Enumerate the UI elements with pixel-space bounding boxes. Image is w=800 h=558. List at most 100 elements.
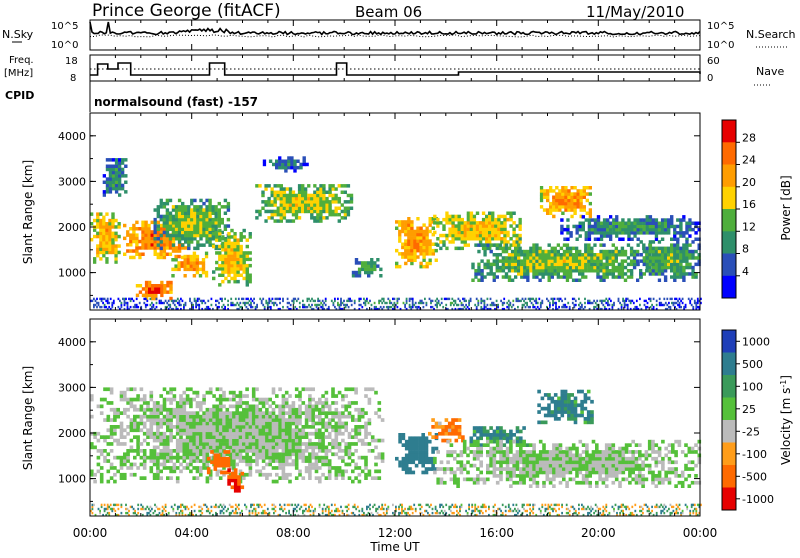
power-cell — [283, 194, 286, 198]
velocity-cell — [311, 452, 315, 456]
power-cell — [286, 203, 289, 207]
power-cell — [154, 294, 157, 298]
power-cell — [102, 225, 105, 229]
power-cell — [477, 300, 479, 302]
power-cell — [525, 302, 527, 304]
power-cell — [395, 249, 398, 253]
velocity-cell — [285, 425, 289, 429]
power-cell — [630, 225, 633, 229]
power-cell — [267, 203, 270, 207]
velocity-cell — [358, 480, 362, 484]
power-cell — [178, 218, 181, 222]
velocity-cell — [156, 428, 160, 432]
power-cell — [221, 261, 224, 265]
velocity-cell — [328, 470, 332, 474]
power-cell — [343, 304, 345, 306]
power-cell — [227, 242, 230, 246]
power-cell — [471, 279, 474, 283]
velocity-cell — [245, 411, 249, 415]
power-cell — [102, 235, 105, 239]
velocity-cell — [163, 401, 167, 405]
power-cell — [157, 256, 160, 260]
power-cell — [612, 272, 615, 276]
power-cell — [205, 205, 208, 209]
power-cell — [563, 250, 566, 254]
velocity-cell — [196, 428, 200, 432]
power-cell — [398, 252, 401, 256]
power-cell — [178, 228, 181, 232]
power-cell — [227, 235, 230, 239]
velocity-cell — [278, 446, 282, 450]
power-cell — [691, 228, 694, 232]
velocity-cell — [93, 446, 97, 450]
power-cell — [110, 298, 112, 300]
velocity-cell — [282, 435, 286, 439]
power-cell — [280, 194, 283, 198]
velocity-cell — [308, 432, 312, 436]
velocity-cell — [285, 398, 289, 402]
power-cell — [649, 247, 652, 251]
power-cell — [160, 202, 163, 206]
power-cell — [267, 197, 270, 201]
power-cell — [313, 219, 316, 223]
power-cell — [577, 202, 580, 206]
power-cell — [215, 221, 218, 225]
power-cell — [409, 298, 411, 300]
power-cell — [106, 184, 109, 188]
power-cell — [205, 218, 208, 222]
power-cell — [673, 228, 676, 232]
velocity-cell — [186, 422, 190, 426]
velocity-cell — [159, 408, 163, 412]
power-cell — [477, 302, 479, 304]
power-cell — [467, 215, 470, 219]
power-cell — [193, 258, 196, 262]
velocity-cell — [202, 411, 206, 415]
power-cell — [196, 247, 199, 251]
nsearch-trace — [90, 35, 700, 37]
power-cell — [223, 304, 225, 306]
velocity-cell — [265, 408, 269, 412]
power-cell — [485, 215, 488, 219]
velocity-cell — [338, 411, 342, 415]
velocity-cell — [212, 418, 216, 422]
velocity-cell — [212, 425, 216, 429]
velocity-cell — [245, 442, 249, 446]
power-cell — [144, 227, 147, 231]
velocity-cell — [265, 435, 269, 439]
power-cell — [174, 304, 176, 306]
power-cell — [643, 263, 646, 267]
power-cell — [258, 213, 261, 217]
velocity-cell — [159, 463, 163, 467]
velocity-cell — [315, 432, 319, 436]
power-cell — [328, 210, 331, 214]
power-cell — [476, 298, 478, 300]
power-cell — [558, 202, 561, 206]
velocity-cell — [259, 470, 263, 474]
velocity-cell — [245, 387, 249, 391]
power-cell — [586, 186, 589, 190]
power-cell — [112, 184, 115, 188]
velocity-cell — [335, 476, 339, 480]
power-cell — [673, 263, 676, 267]
power-cell — [505, 250, 508, 254]
velocity-cell — [364, 422, 368, 426]
power-cell — [166, 253, 169, 257]
velocity-cell — [103, 435, 107, 439]
power-cell — [118, 161, 121, 165]
velocity-cell — [229, 398, 233, 402]
power-cell — [218, 302, 220, 304]
velocity-cell — [298, 408, 302, 412]
velocity-cell — [255, 456, 259, 460]
power-cell — [584, 269, 587, 273]
power-cell — [123, 237, 126, 241]
power-cell — [187, 255, 190, 258]
power-cell — [129, 227, 132, 231]
power-cell — [172, 228, 175, 232]
power-cell — [163, 221, 166, 225]
velocity-cell — [272, 456, 276, 460]
velocity-cell — [120, 432, 124, 436]
power-cell — [93, 235, 96, 239]
power-cell — [649, 259, 652, 263]
power-cell — [398, 239, 401, 243]
power-cell — [303, 163, 306, 167]
